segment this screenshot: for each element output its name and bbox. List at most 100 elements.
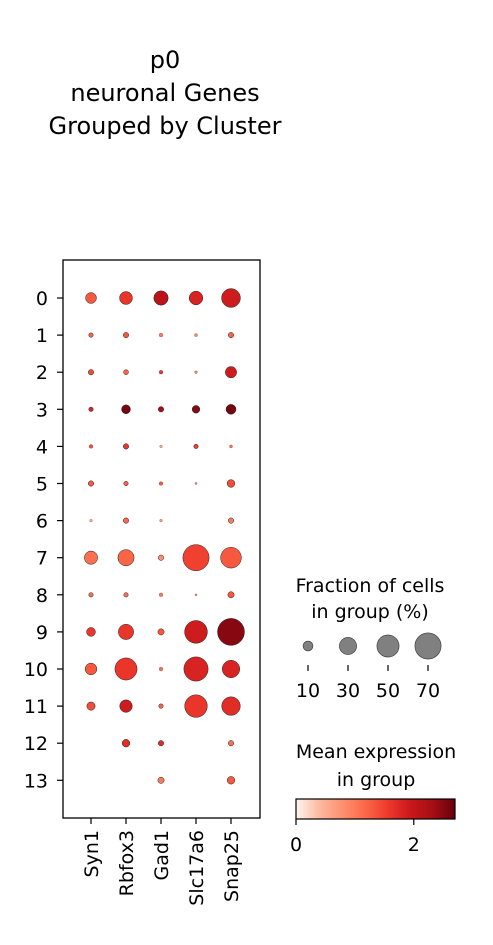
dot-Slc17a6-cluster-7 — [182, 544, 210, 572]
y-tick-label: 11 — [24, 696, 48, 718]
dot-Rbfox3-cluster-4 — [123, 443, 129, 450]
dot-Gad1-cluster-4 — [159, 444, 163, 448]
size-legend-title: Fraction of cells — [296, 575, 445, 597]
dot-Snap25-cluster-0 — [221, 288, 241, 308]
dot-Syn1-cluster-1 — [88, 332, 94, 338]
dot-Gad1-cluster-1 — [158, 333, 164, 338]
dot-Gad1-cluster-0 — [153, 290, 169, 306]
size-legend-dot — [339, 637, 357, 655]
dot-Syn1-cluster-4 — [88, 444, 94, 449]
dot-marks — [84, 288, 245, 785]
dot-Slc17a6-cluster-2 — [194, 370, 198, 374]
y-tick-label: 7 — [36, 548, 48, 570]
dot-Rbfox3-cluster-2 — [123, 369, 129, 375]
chart-title-line: neuronal Genes — [70, 79, 259, 107]
dot-Slc17a6-cluster-3 — [191, 405, 201, 414]
dot-Syn1-cluster-7 — [84, 550, 98, 565]
dot-Gad1-cluster-9 — [157, 628, 165, 636]
x-tick-label: Slc17a6 — [186, 830, 208, 906]
dot-Syn1-cluster-11 — [86, 701, 96, 711]
color-legend-title: Mean expression — [296, 741, 456, 763]
dot-Gad1-cluster-2 — [158, 370, 164, 375]
dot-Rbfox3-cluster-5 — [123, 481, 129, 486]
dot-Snap25-cluster-6 — [228, 517, 234, 524]
dot-Slc17a6-cluster-4 — [193, 443, 199, 449]
dot-Syn1-cluster-3 — [88, 406, 94, 412]
y-tick-label: 2 — [36, 362, 48, 384]
dot-Slc17a6-cluster-5 — [194, 482, 198, 485]
y-tick-label: 5 — [36, 474, 48, 496]
dot-Snap25-cluster-12 — [228, 740, 234, 747]
dot-Syn1-cluster-5 — [88, 480, 94, 487]
size-legend-label: 70 — [416, 680, 440, 702]
dot-Slc17a6-cluster-11 — [184, 694, 208, 718]
dot-Rbfox3-cluster-7 — [117, 549, 135, 567]
dot-Rbfox3-cluster-3 — [121, 404, 131, 414]
y-tick-label: 6 — [36, 511, 48, 533]
size-legend-label: 50 — [376, 680, 400, 702]
dot-Snap25-cluster-10 — [222, 660, 240, 678]
size-legend-title: in group (%) — [311, 601, 428, 623]
colorbar — [295, 798, 456, 820]
size-legend-label: 10 — [296, 680, 320, 702]
dot-Gad1-cluster-8 — [158, 592, 164, 597]
size-legend-dot — [414, 632, 442, 660]
y-tick-label: 1 — [36, 325, 48, 347]
y-tick-label: 13 — [24, 770, 48, 792]
dot-Rbfox3-cluster-11 — [119, 699, 133, 713]
chart-title-line: p0 — [150, 46, 181, 74]
size-legend-dot — [302, 640, 314, 652]
y-tick-label: 4 — [36, 436, 48, 458]
dot-Rbfox3-cluster-6 — [123, 517, 129, 524]
dot-Slc17a6-cluster-9 — [184, 620, 208, 644]
x-tick-label: Gad1 — [151, 830, 173, 881]
dot-Slc17a6-cluster-10 — [183, 656, 209, 682]
chart-title-line: Grouped by Cluster — [49, 112, 282, 140]
colorbar-tick-label: 0 — [290, 834, 302, 856]
dot-Syn1-cluster-8 — [88, 592, 94, 598]
x-axis-gene-labels: Syn1 Rbfox3 Gad1 Slc17a6 Snap25 — [81, 818, 243, 906]
dot-Rbfox3-cluster-10 — [114, 657, 138, 681]
dot-Syn1-cluster-2 — [88, 369, 94, 376]
dot-Rbfox3-cluster-9 — [118, 623, 134, 640]
dot-Gad1-cluster-7 — [158, 554, 164, 561]
size-legend-label: 30 — [336, 680, 360, 702]
size-legend: Fraction of cells in group (%) 10 30 50 70 — [296, 575, 445, 702]
plot-frame — [62, 259, 261, 819]
dot-Slc17a6-cluster-1 — [194, 333, 198, 337]
size-legend-dot — [376, 634, 400, 658]
x-tick-label: Rbfox3 — [116, 830, 138, 896]
dot-Snap25-cluster-13 — [226, 776, 236, 785]
color-legend-title: in group — [337, 769, 416, 791]
dot-Rbfox3-cluster-0 — [119, 291, 133, 305]
dot-Snap25-cluster-11 — [221, 696, 241, 716]
dot-Gad1-cluster-13 — [157, 776, 165, 784]
x-tick-label: Syn1 — [81, 830, 103, 877]
dot-Gad1-cluster-12 — [158, 740, 164, 747]
dot-Rbfox3-cluster-12 — [121, 739, 131, 748]
dot-Snap25-cluster-4 — [229, 444, 233, 449]
colorbar-tick-label: 2 — [408, 834, 420, 856]
dot-Snap25-cluster-1 — [228, 332, 234, 339]
dot-Snap25-cluster-2 — [225, 366, 237, 379]
y-tick-label: 12 — [24, 733, 48, 755]
dot-Syn1-cluster-6 — [89, 519, 93, 523]
dot-Slc17a6-cluster-8 — [194, 593, 198, 597]
chart-title: p0 neuronal Genes Grouped by Cluster — [49, 46, 282, 140]
dot-Rbfox3-cluster-1 — [123, 332, 129, 339]
dot-Snap25-cluster-5 — [226, 479, 236, 488]
x-tick-label: Snap25 — [221, 830, 243, 902]
dot-Snap25-cluster-8 — [227, 591, 235, 599]
dot-Rbfox3-cluster-8 — [123, 592, 129, 598]
dot-Gad1-cluster-10 — [158, 666, 164, 672]
dot-Gad1-cluster-6 — [159, 519, 163, 523]
dot-Gad1-cluster-3 — [158, 406, 164, 413]
y-tick-label: 3 — [36, 399, 48, 421]
y-tick-label: 10 — [24, 659, 48, 681]
y-tick-label: 9 — [36, 622, 48, 644]
dot-Syn1-cluster-10 — [84, 662, 98, 676]
dot-Snap25-cluster-9 — [217, 618, 245, 646]
color-legend: Mean expression in group 0 2 — [290, 741, 456, 856]
dot-Gad1-cluster-11 — [158, 703, 164, 709]
